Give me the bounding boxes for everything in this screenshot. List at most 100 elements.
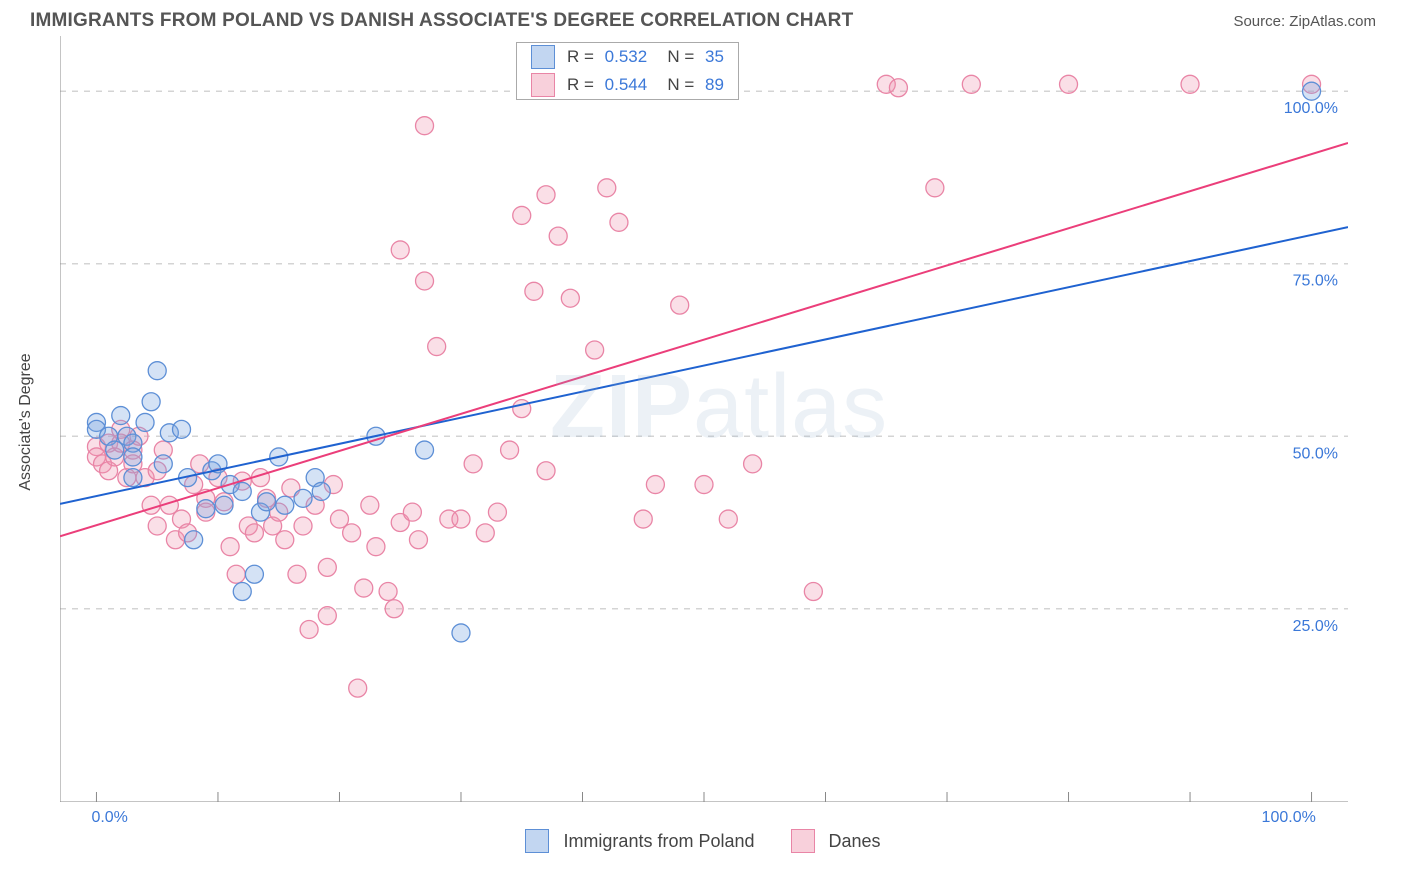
scatter-point — [276, 496, 294, 514]
scatter-point — [488, 503, 506, 521]
y-tick-label: 50.0% — [1293, 445, 1338, 462]
scatter-point — [173, 420, 191, 438]
scatter-point — [124, 469, 142, 487]
legend-label: Immigrants from Poland — [563, 831, 754, 852]
scatter-chart: 25.0% 50.0% 75.0% 100.0% — [60, 36, 1348, 802]
scatter-point — [215, 496, 233, 514]
scatter-point — [367, 538, 385, 556]
trend-line — [60, 227, 1348, 504]
scatter-point — [197, 500, 215, 518]
scatter-point — [525, 282, 543, 300]
scatter-point — [294, 517, 312, 535]
scatter-point — [537, 186, 555, 204]
scatter-point — [671, 296, 689, 314]
scatter-point — [154, 455, 172, 473]
scatter-point — [349, 679, 367, 697]
scatter-point — [276, 531, 294, 549]
scatter-point — [233, 482, 251, 500]
scatter-point — [379, 583, 397, 601]
legend-swatch — [531, 73, 555, 97]
x-axis-labels: 0.0% 100.0% — [60, 807, 1348, 827]
legend-item: Danes — [791, 829, 881, 853]
legend-r-value: 0.532 — [605, 47, 648, 67]
scatter-point — [361, 496, 379, 514]
legend-n-label: N = — [653, 47, 699, 67]
scatter-point — [719, 510, 737, 528]
scatter-point — [452, 624, 470, 642]
scatter-point — [136, 413, 154, 431]
legend-label: Danes — [829, 831, 881, 852]
y-tick-label: 100.0% — [1284, 100, 1338, 117]
scatter-point — [586, 341, 604, 359]
chart-container: Associate's Degree 25.0%50.0%75.0%100.0%… — [60, 36, 1406, 807]
scatter-point — [403, 503, 421, 521]
scatter-point — [464, 455, 482, 473]
scatter-point — [804, 583, 822, 601]
scatter-point — [318, 558, 336, 576]
scatter-point — [926, 179, 944, 197]
series-legend: Immigrants from Poland Danes — [0, 829, 1406, 853]
scatter-point — [245, 524, 263, 542]
scatter-point — [428, 338, 446, 356]
scatter-point — [476, 524, 494, 542]
legend-item: Immigrants from Poland — [525, 829, 754, 853]
legend-r-label: R = — [567, 47, 599, 67]
scatter-point — [416, 441, 434, 459]
legend-r-value: 0.544 — [605, 75, 648, 95]
correlation-legend: R = 0.532 N = 35R = 0.544 N = 89 — [516, 42, 739, 100]
scatter-point — [385, 600, 403, 618]
x-tick-label: 0.0% — [91, 809, 127, 827]
scatter-point — [148, 517, 166, 535]
legend-swatch — [791, 829, 815, 853]
scatter-point — [1303, 82, 1321, 100]
scatter-point — [598, 179, 616, 197]
y-tick-label: 25.0% — [1293, 618, 1338, 635]
x-tick-label: 100.0% — [1262, 809, 1316, 827]
scatter-point — [416, 272, 434, 290]
scatter-point — [142, 393, 160, 411]
scatter-point — [148, 362, 166, 380]
scatter-point — [245, 565, 263, 583]
scatter-point — [221, 538, 239, 556]
scatter-point — [889, 79, 907, 97]
scatter-point — [185, 531, 203, 549]
scatter-point — [312, 482, 330, 500]
header: IMMIGRANTS FROM POLAND VS DANISH ASSOCIA… — [0, 0, 1406, 36]
legend-r-label: R = — [567, 75, 599, 95]
scatter-point — [634, 510, 652, 528]
scatter-point — [294, 489, 312, 507]
scatter-point — [258, 493, 276, 511]
scatter-point — [537, 462, 555, 480]
scatter-point — [142, 496, 160, 514]
scatter-point — [343, 524, 361, 542]
scatter-point — [610, 213, 628, 231]
scatter-point — [1060, 75, 1078, 93]
scatter-point — [549, 227, 567, 245]
scatter-point — [501, 441, 519, 459]
legend-row: R = 0.532 N = 35 — [517, 43, 738, 71]
scatter-point — [513, 206, 531, 224]
legend-n-value: 35 — [705, 47, 724, 67]
scatter-point — [962, 75, 980, 93]
legend-n-value: 89 — [705, 75, 724, 95]
scatter-point — [300, 620, 318, 638]
chart-title: IMMIGRANTS FROM POLAND VS DANISH ASSOCIA… — [30, 10, 853, 32]
scatter-point — [452, 510, 470, 528]
scatter-point — [124, 448, 142, 466]
scatter-point — [391, 241, 409, 259]
legend-swatch — [525, 829, 549, 853]
scatter-point — [227, 565, 245, 583]
scatter-point — [744, 455, 762, 473]
scatter-point — [318, 607, 336, 625]
scatter-point — [416, 117, 434, 135]
scatter-point — [695, 476, 713, 494]
scatter-point — [233, 583, 251, 601]
y-tick-label: 75.0% — [1293, 273, 1338, 290]
scatter-point — [1181, 75, 1199, 93]
scatter-point — [288, 565, 306, 583]
y-axis-title: Associate's Degree — [17, 353, 35, 490]
scatter-point — [409, 531, 427, 549]
scatter-point — [112, 407, 130, 425]
scatter-point — [561, 289, 579, 307]
legend-row: R = 0.544 N = 89 — [517, 71, 738, 99]
